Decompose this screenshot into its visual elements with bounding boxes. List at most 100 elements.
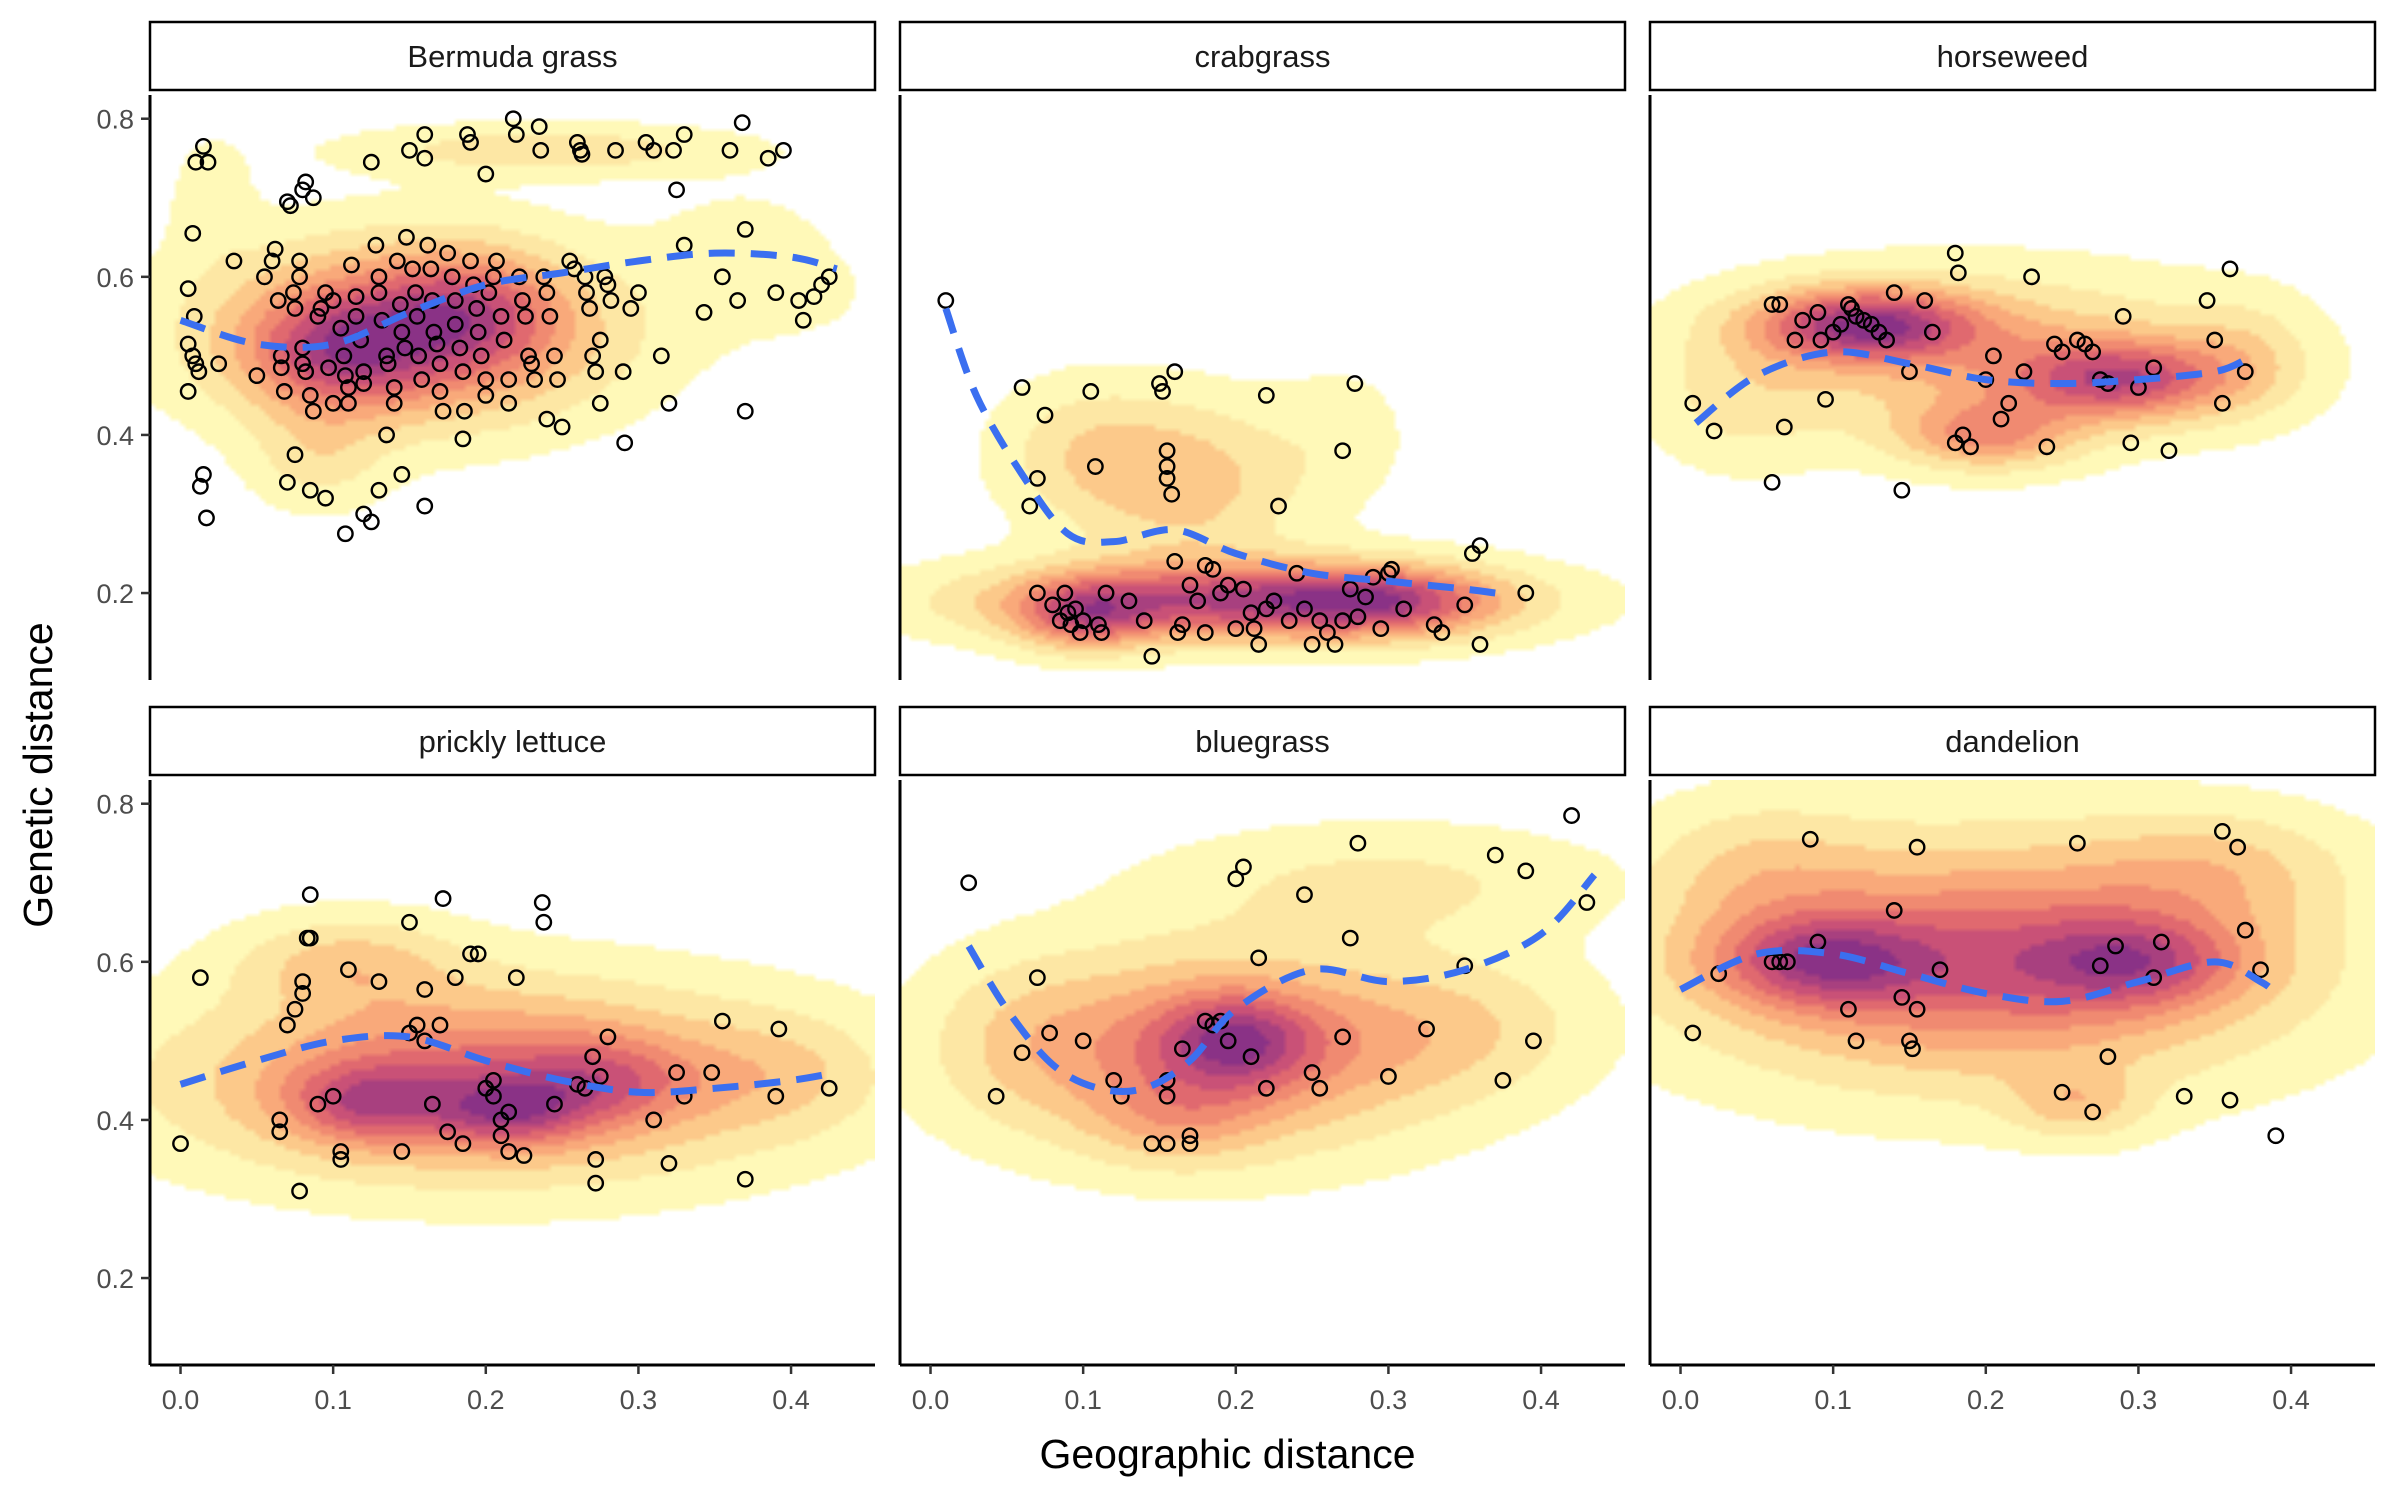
data-point	[2252, 961, 2269, 979]
y-tick-label: 0.6	[96, 948, 134, 978]
data-point	[1885, 284, 1903, 302]
data-point	[775, 141, 792, 159]
data-point	[187, 355, 205, 373]
data-point	[355, 375, 373, 392]
data-point	[495, 331, 513, 349]
data-point	[1296, 600, 1313, 618]
data-point	[269, 292, 287, 309]
data-point	[587, 1174, 605, 1192]
data-point	[304, 189, 322, 207]
data-point	[195, 137, 212, 155]
data-point	[443, 268, 461, 286]
data-point	[301, 886, 319, 904]
data-point	[581, 300, 598, 317]
y-tick-label: 0.4	[96, 1106, 134, 1136]
data-point	[324, 292, 342, 309]
data-point	[184, 347, 202, 365]
data-point	[668, 1064, 685, 1081]
data-point	[2206, 331, 2224, 349]
data-point	[370, 268, 388, 286]
data-point	[652, 347, 670, 365]
data-point	[462, 945, 479, 963]
data-point	[485, 1072, 502, 1089]
data-point	[1771, 953, 1789, 971]
data-point	[2015, 363, 2033, 381]
data-point	[1067, 600, 1084, 618]
data-point	[396, 339, 414, 357]
data-point	[1334, 1028, 1352, 1046]
data-point	[1954, 426, 1972, 444]
data-point	[549, 371, 566, 388]
data-point	[1817, 390, 1834, 408]
data-point	[2236, 921, 2254, 939]
data-point	[291, 268, 308, 286]
data-point	[347, 307, 365, 325]
x-tick-label: 0.3	[620, 1385, 658, 1415]
data-point	[340, 394, 357, 412]
trend-line	[965, 872, 1598, 1096]
data-point	[500, 1143, 518, 1160]
data-point	[1303, 636, 1321, 653]
data-point	[291, 252, 308, 270]
data-point	[469, 945, 487, 963]
data-point	[675, 126, 693, 143]
data-point	[459, 126, 476, 143]
x-tick-label: 0.2	[1217, 1385, 1255, 1415]
data-point	[1525, 1032, 1542, 1050]
data-point	[1189, 592, 1207, 610]
facet-strip-label: prickly lettuce	[419, 724, 607, 759]
data-point	[210, 355, 228, 373]
data-point	[1013, 1044, 1031, 1062]
data-point	[1303, 1064, 1321, 1081]
data-point	[419, 236, 437, 254]
facet-strip	[898, 705, 1627, 777]
data-point	[1158, 442, 1176, 460]
data-point	[2175, 1087, 2193, 1105]
data-point	[2107, 937, 2124, 955]
data-point	[370, 481, 388, 499]
data-point	[367, 236, 385, 254]
data-point	[378, 426, 395, 444]
data-point	[1257, 387, 1275, 404]
data-point	[1775, 418, 1793, 436]
data-point	[434, 402, 452, 420]
data-point	[332, 319, 350, 337]
data-point	[767, 284, 785, 302]
data-point	[378, 347, 395, 365]
data-point	[770, 1020, 788, 1038]
data-point	[179, 280, 197, 298]
data-point	[1074, 1032, 1092, 1050]
data-point	[1036, 406, 1054, 424]
data-point	[736, 1170, 754, 1188]
data-point	[602, 292, 620, 309]
data-point	[184, 224, 202, 242]
facet-panel: dandelion 0.0 0.1 0.2 0.3 0.4	[1648, 705, 2377, 1415]
data-point	[428, 335, 446, 353]
data-point	[385, 379, 403, 396]
data-point	[1204, 560, 1222, 578]
data-point	[275, 383, 293, 400]
data-point	[301, 929, 319, 947]
data-point	[1908, 1000, 1926, 1018]
data-point	[439, 244, 457, 262]
data-point	[1395, 600, 1413, 618]
data-point	[1418, 1020, 1435, 1038]
data-point	[2000, 394, 2018, 412]
x-tick-label: 0.1	[1064, 1385, 1102, 1415]
data-point	[820, 268, 838, 286]
data-point	[660, 1155, 678, 1172]
data-point	[1028, 470, 1046, 487]
data-point	[304, 402, 322, 420]
data-point	[187, 153, 205, 171]
data-point	[599, 276, 617, 294]
data-point	[416, 126, 434, 143]
data-point	[297, 173, 315, 191]
data-point	[278, 193, 296, 211]
data-point	[416, 981, 434, 998]
data-point	[1044, 596, 1062, 614]
density-contours	[150, 95, 875, 680]
density-contours	[150, 780, 875, 1365]
data-point	[488, 252, 505, 270]
data-point	[2099, 1048, 2117, 1066]
data-point	[2221, 1091, 2239, 1109]
